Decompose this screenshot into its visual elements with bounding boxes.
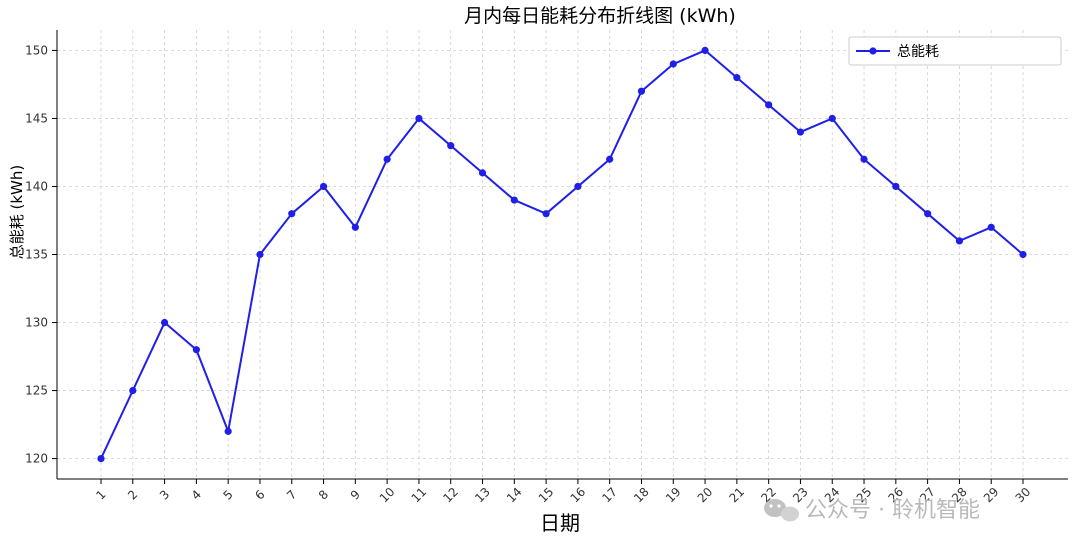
legend-box [848,36,1062,66]
chart-title: 月内每日能耗分布折线图 (kWh) [464,5,736,27]
data-point [383,155,391,163]
data-point [892,182,900,191]
data-point [160,318,169,327]
data-point [606,155,614,163]
watermark-text: 公众号 · 聆机智能 [805,498,980,523]
x-tick-label: 14 [504,485,525,506]
data-point [733,74,741,82]
data-point [224,427,232,435]
y-tick-label: 150 [25,43,48,57]
x-tick-label: 9 [348,487,363,502]
data-point [129,386,137,395]
x-tick-label: 12 [440,485,461,506]
x-tick-label: 13 [472,485,493,506]
data-point [447,142,455,150]
x-tick-label: 30 [1013,485,1034,506]
legend: 总能耗 [848,36,1062,66]
y-tick-label: 145 [25,111,48,125]
y-tick-label: 130 [25,316,48,330]
x-tick-label: 10 [377,485,398,506]
x-tick-label: 6 [252,487,267,502]
x-tick-label: 3 [157,487,172,502]
data-point [765,101,773,109]
data-point [97,454,105,463]
series [97,46,1027,463]
x-tick-label: 21 [727,485,748,506]
y-tick-label: 140 [25,179,48,193]
data-point [510,196,518,204]
data-point [924,210,932,218]
data-point [1019,250,1027,259]
wechat-icon [764,499,799,522]
x-tick-label: 5 [221,487,236,502]
watermark: 公众号 · 聆机智能 [764,498,980,523]
data-point [542,210,550,218]
x-tick-label: 8 [316,487,331,502]
x-tick-label: 20 [695,485,716,506]
x-tick-label: 2 [125,487,140,502]
x-tick-label: 17 [599,485,620,506]
y-axis-label: 总能耗 (kWh) [8,165,26,260]
grid [57,30,1068,479]
legend-marker-swatch [869,47,877,55]
data-point [637,87,646,95]
y-tick-label: 125 [25,384,48,398]
data-point [955,237,964,245]
data-point [701,46,709,55]
data-point [415,114,423,123]
data-point [669,60,677,68]
x-tick-label: 16 [568,485,589,506]
x-tick-label: 11 [409,485,430,506]
data-point [987,223,995,231]
x-tick-label: 1 [93,487,108,502]
x-tick-label: 15 [536,485,557,506]
data-point [192,346,200,354]
x-tick-label: 29 [981,485,1002,506]
y-tick-label: 120 [25,452,48,466]
data-point [288,210,296,218]
x-tick-label: 19 [663,485,684,506]
legend-label: 总能耗 [897,44,939,60]
y-tick-label: 135 [25,248,48,262]
data-point [319,182,328,191]
data-point [478,169,487,177]
x-axis-label: 日期 [540,511,580,535]
x-tick-label: 7 [284,487,299,502]
data-point [351,223,359,231]
data-point [828,114,836,123]
series-line [100,49,1024,460]
x-tick-label: 4 [189,487,204,502]
ticks: 1 2 3 4 5 6 7 8 9 10 11 12 13 14 15 16 17 18 19 20 21 22 23 24 2… [25,43,1033,505]
data-point [796,128,805,136]
data-point [256,250,264,259]
data-point [860,155,868,163]
data-point [574,182,582,191]
x-tick-label: 18 [631,485,652,506]
